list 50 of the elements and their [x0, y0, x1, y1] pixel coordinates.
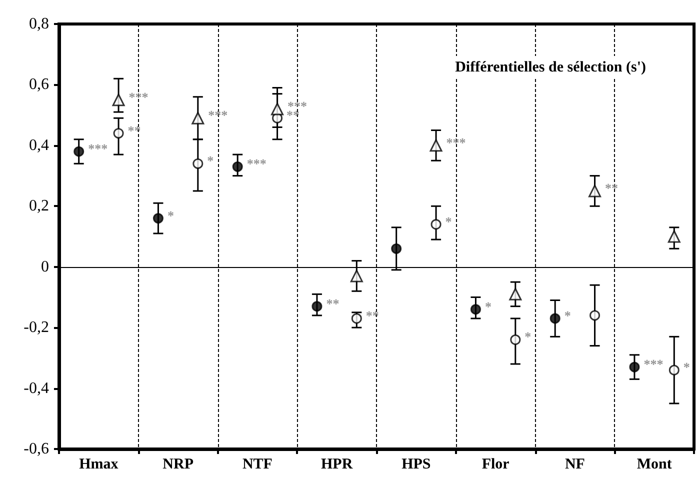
- text: Différentielles de sélection (s'): [455, 60, 646, 76]
- y-tick-label: 0,4: [29, 136, 49, 154]
- x-tick-label: NRP: [162, 456, 194, 472]
- data-label: **: [286, 108, 300, 123]
- x-tick-label: Flor: [482, 456, 510, 472]
- point: [430, 219, 442, 230]
- data-label: ***: [446, 134, 466, 150]
- data-label: *: [445, 214, 452, 229]
- data-label: **: [326, 296, 340, 311]
- data-label: *: [484, 298, 492, 314]
- point: [113, 128, 124, 139]
- x-tick-label: NF: [564, 456, 585, 472]
- point: [192, 158, 204, 169]
- point: [430, 139, 442, 152]
- point: [668, 364, 680, 376]
- data-label: **: [366, 308, 379, 323]
- point: [271, 102, 284, 116]
- data-label: **: [128, 122, 141, 138]
- data-label: ***: [128, 89, 148, 104]
- x-tick-label: Mont: [636, 456, 672, 472]
- x-tick-label: HPS: [402, 456, 431, 472]
- point: [350, 270, 363, 282]
- point: [351, 313, 362, 324]
- point: [112, 94, 125, 106]
- point: [510, 334, 521, 345]
- y-tick-label: 0,8: [29, 16, 49, 32]
- y-tick-label: 0: [41, 258, 49, 276]
- point: [590, 310, 600, 321]
- point: [192, 112, 204, 124]
- data-label: *: [167, 208, 174, 223]
- y-tick-label: -0,2: [24, 319, 49, 336]
- x-tick-label: Hmax: [79, 456, 119, 472]
- data-label: *: [564, 308, 571, 323]
- data-label: ***: [208, 108, 228, 123]
- point: [668, 230, 680, 243]
- y-tick-label: 0,2: [29, 198, 49, 215]
- y-tick-label: -0,6: [24, 440, 49, 458]
- point: [588, 184, 602, 198]
- y-tick-label: 0,6: [29, 76, 49, 94]
- y-tick-label: -0,4: [24, 380, 49, 397]
- x-tick-label: NTF: [242, 456, 272, 472]
- x-tick-label: HPR: [320, 456, 353, 472]
- data-label: *: [683, 360, 690, 375]
- data-label: *: [207, 153, 214, 168]
- data-label: ***: [246, 156, 266, 172]
- data-label: **: [605, 180, 618, 196]
- data-label: ***: [644, 356, 664, 372]
- data-label: ***: [88, 141, 108, 156]
- point: [509, 288, 522, 300]
- data-label: *: [524, 329, 532, 344]
